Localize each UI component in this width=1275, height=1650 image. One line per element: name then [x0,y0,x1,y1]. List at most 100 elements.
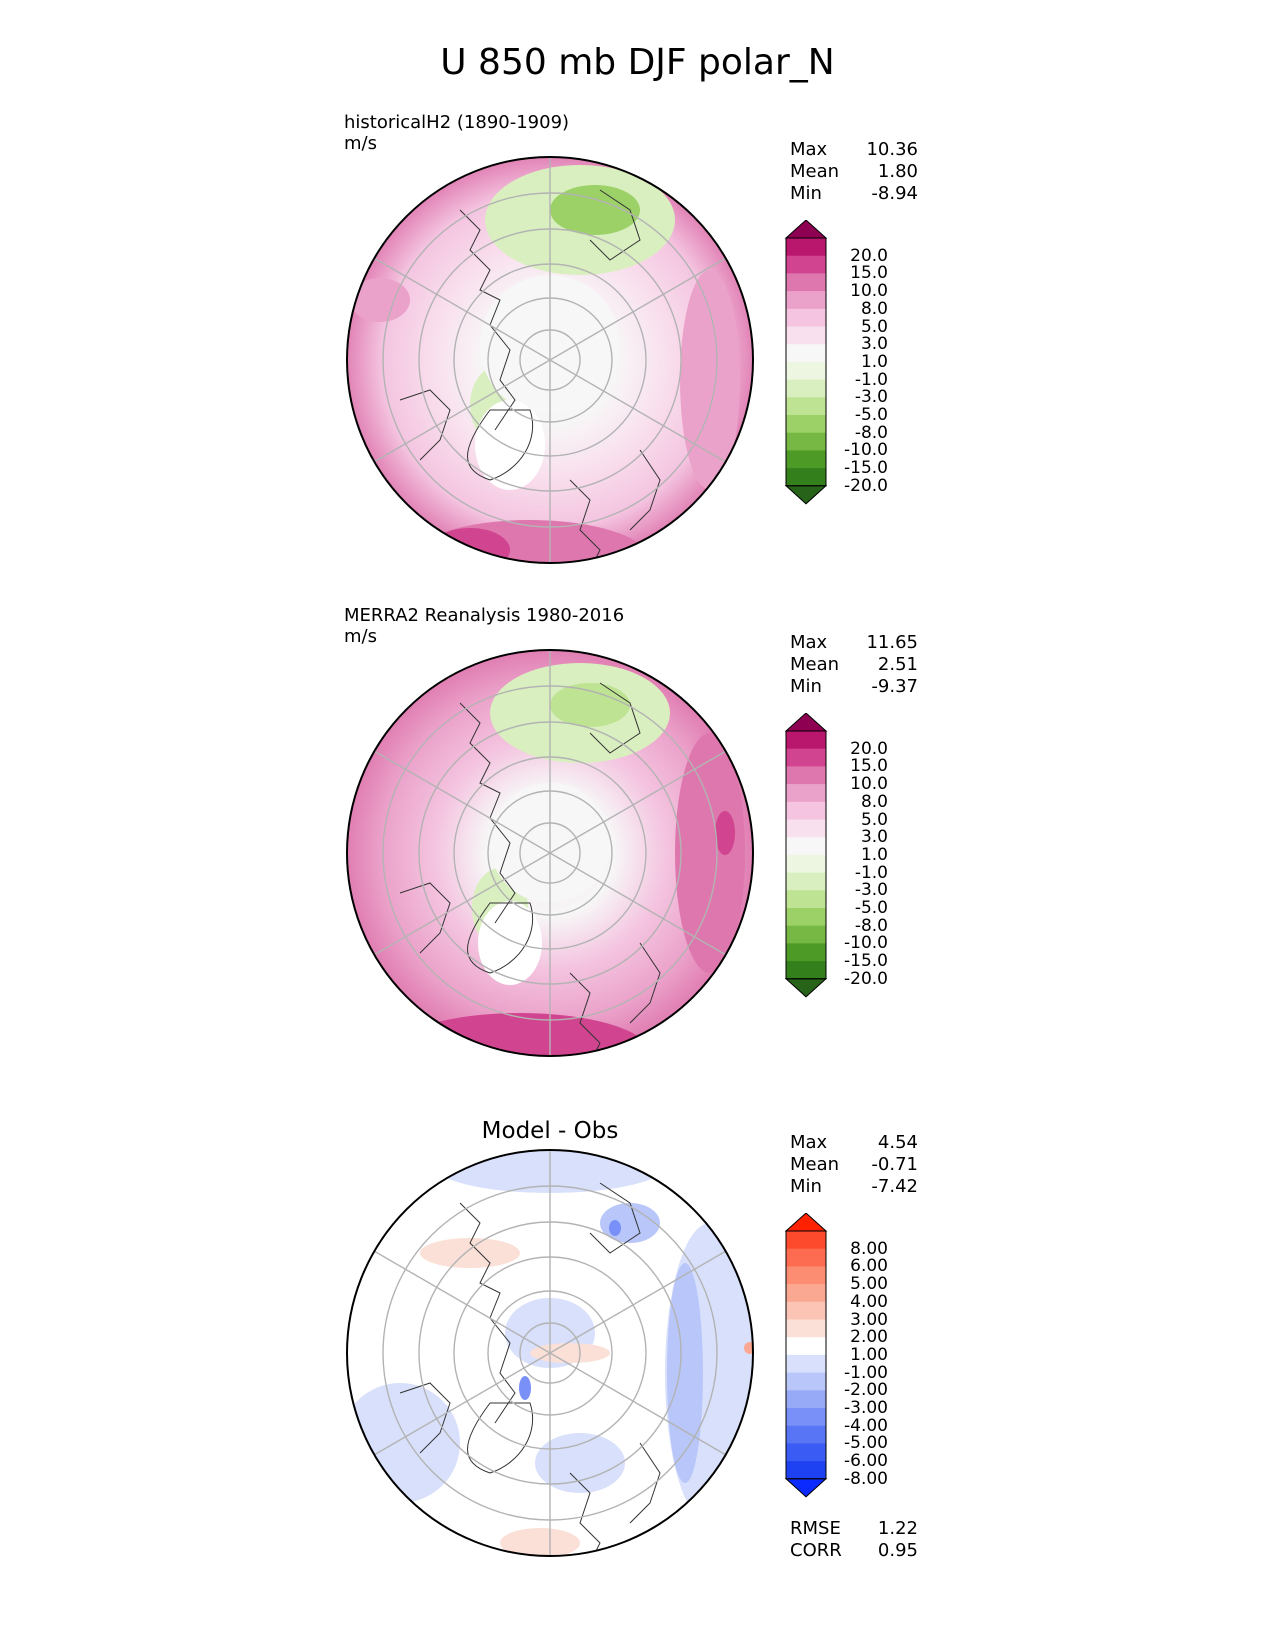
colorbar-tick-label: -6.00 [844,1451,888,1472]
panel-2-title: MERRA2 Reanalysis 1980-2016 [344,605,625,626]
polar-map-difference [346,1149,754,1557]
colorbar-tick-label: -10.0 [844,933,888,954]
colorbar-swatch [786,379,826,398]
colorbar-swatch [786,273,826,292]
colorbar-swatch [786,344,826,363]
stat-label: RMSE [790,1518,841,1539]
colorbar-swatches [784,713,828,998]
colorbar-swatch [786,890,826,909]
stat-label: CORR [790,1540,842,1561]
stat-value: 10.36 [866,139,918,160]
stat-label: Max [790,632,828,653]
colorbar-tick-label: -1.0 [854,862,888,883]
colorbar-swatch [786,326,826,345]
colorbar-tick-label: 15.0 [850,263,888,284]
stat-label: Max [790,1132,828,1153]
colorbar-swatches [784,220,828,505]
colorbar-tick-label: -1.0 [854,369,888,390]
colorbar-tick-label: 5.0 [860,809,888,830]
colorbar-swatch [786,872,826,891]
colorbar-tick-label: 20.0 [850,738,888,759]
colorbar-swatch [786,1248,826,1267]
colorbar-swatch [786,415,826,434]
colorbar-swatch [786,784,826,803]
stat-value: 1.80 [877,161,918,182]
colorbar-tick-label: 3.0 [860,827,888,848]
panel-1-title: historicalH2 (1890-1909) [344,112,570,133]
colorbar-swatch [786,801,826,820]
panel-3-title: Model - Obs [481,1118,619,1144]
colorbar-swatch [786,731,826,750]
colorbar-tick-label: 3.0 [860,334,888,355]
colorbar-tick-label: 8.00 [850,1238,888,1259]
stat-label: Mean [790,1154,840,1175]
colorbar-tick-label: 6.00 [850,1256,888,1277]
colorbar-tick-label: -3.0 [854,387,888,408]
colorbar-tick-label: 15.0 [850,756,888,777]
colorbar-swatch [786,1284,826,1303]
stat-label: Mean [790,654,840,675]
stat-value: 11.65 [866,632,918,653]
colorbar-swatch [786,1266,826,1285]
colorbar-swatch [786,361,826,381]
colorbar-swatches [784,1213,828,1498]
colorbar-tick-label: 10.0 [850,774,888,795]
colorbar-tick-label: -8.0 [854,422,888,443]
colorbar-swatch [786,837,826,856]
colorbar-top-cap [784,1213,828,1232]
colorbar-swatch [786,468,826,487]
colorbar-swatch [786,943,826,962]
colorbar-swatch [786,450,826,469]
colorbar-swatch [786,925,826,944]
colorbar-swatch [786,1337,826,1356]
stat-value: 2.51 [877,654,918,675]
colorbar-tick-label: 8.0 [860,298,888,319]
colorbar-swatch [786,1319,826,1338]
colorbar-tick-label: 5.0 [860,316,888,337]
colorbar-swatch [786,908,826,927]
colorbar-tick-label: -3.00 [844,1398,888,1418]
colorbar-tick-label: -8.0 [854,915,888,936]
colorbar-swatch [786,397,826,416]
colorbar-swatch [786,961,826,980]
panel-2-units: m/s [344,626,377,647]
colorbar-tick-label: -20.0 [844,968,888,989]
stat-value: -9.37 [871,676,918,697]
colorbar-swatch [786,291,826,310]
panel-3-extra-stats: RMSE 1.22 CORR 0.95 [790,1518,918,1562]
colorbar-swatch [786,1372,826,1391]
panel-3-stats: Max 4.54 Mean -0.71 Min -7.42 [790,1132,918,1198]
stat-label: Min [790,1176,822,1197]
colorbar-top-cap [784,220,828,239]
colorbar-swatch [786,819,826,838]
colorbar-swatch [786,308,826,327]
colorbar-swatch [786,1231,826,1250]
colorbar-swatch [786,255,826,274]
figure-title: U 850 mb DJF polar_N [440,42,835,83]
colorbar-swatch [786,1408,826,1427]
colorbar-swatch [786,1443,826,1462]
colorbar-top-cap [784,713,828,732]
colorbar-tick-label: 1.00 [850,1344,888,1365]
colorbar-tick-label: -8.00 [844,1468,888,1489]
stat-label: Mean [790,161,840,182]
stat-value: 4.54 [877,1132,918,1153]
stat-value: 1.22 [877,1518,918,1539]
colorbar-tick-label: 20.0 [850,245,888,266]
colorbar-bottom-cap [784,978,828,998]
colorbar-tick-label: -5.0 [854,898,888,918]
colorbar-tick-label: 1.0 [860,351,888,372]
colorbar-tick-label: 4.00 [850,1291,888,1312]
colorbar-swatch [786,1301,826,1320]
polar-map-obs [346,649,754,1057]
colorbar-tick-label: -1.00 [844,1362,888,1383]
colorbar-tick-label: -5.00 [844,1433,888,1454]
colorbar-tick-label: -3.0 [854,880,888,901]
colorbar-swatch [786,748,826,767]
colorbar-swatch [786,1461,826,1480]
stat-value: -8.94 [871,183,918,204]
colorbar-bottom-cap [784,1478,828,1498]
colorbar-tick-label: -20.0 [844,475,888,496]
stat-label: Max [790,139,828,160]
colorbar-swatch [786,1354,826,1374]
